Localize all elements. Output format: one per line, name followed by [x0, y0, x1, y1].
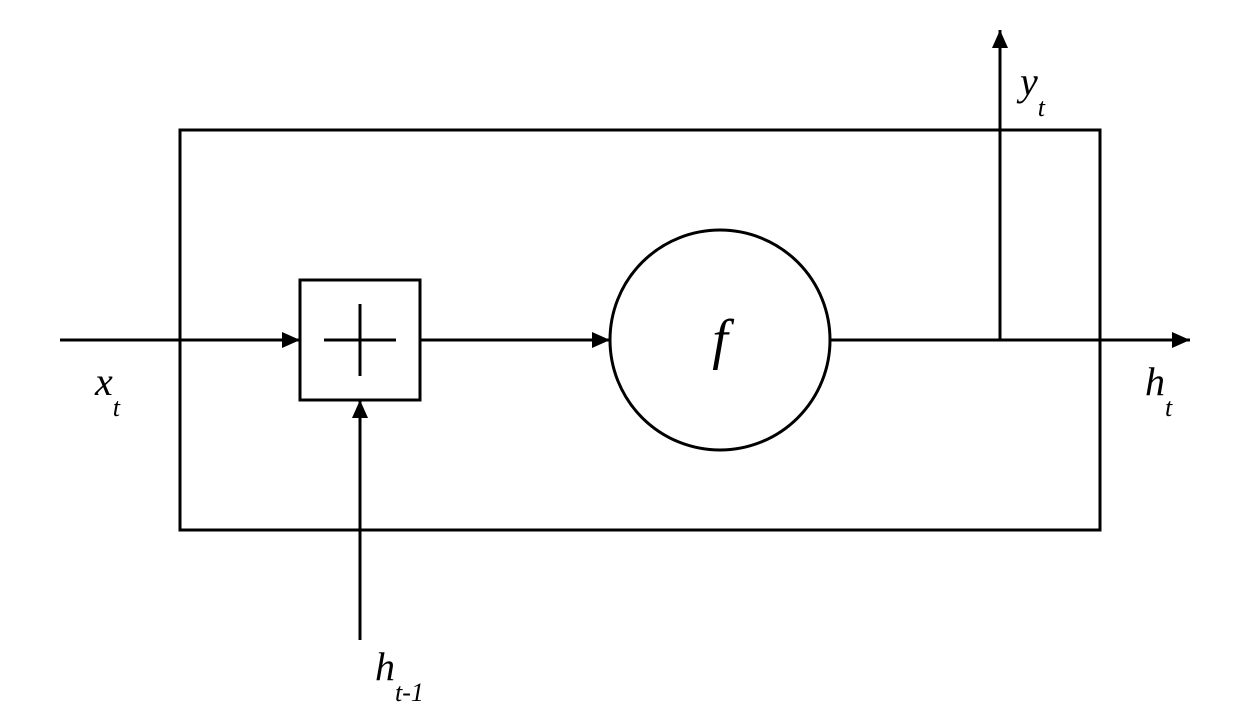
label-y-t: yt [1016, 59, 1046, 122]
label-h-t: ht [1145, 359, 1173, 422]
label-x-t: xt [94, 359, 121, 422]
label-h-tm1: ht-1 [375, 644, 424, 707]
